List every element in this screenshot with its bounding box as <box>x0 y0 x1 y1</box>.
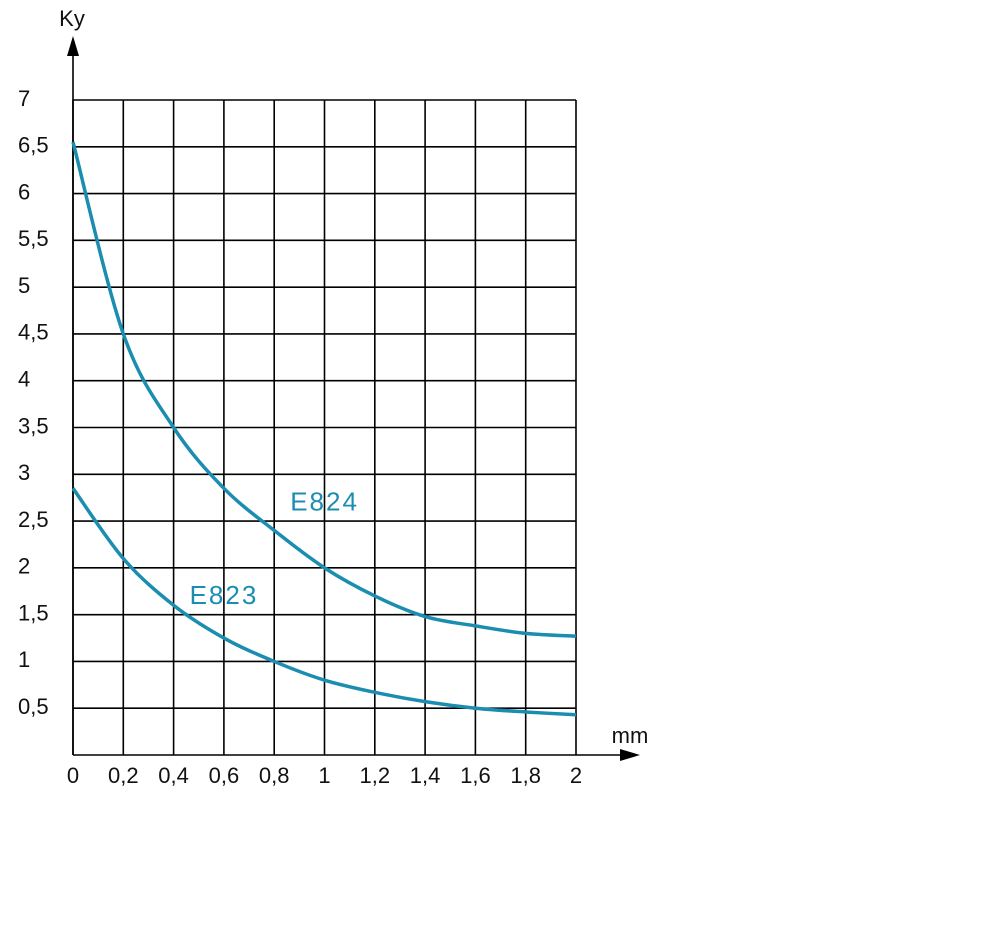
x-axis-label: mm <box>612 723 649 748</box>
x-tick-label: 2 <box>570 763 582 788</box>
x-tick-label: 0 <box>67 763 79 788</box>
y-tick-label: 6 <box>18 179 30 204</box>
series-label: E823 <box>190 580 259 610</box>
x-tick-label: 1,2 <box>360 763 391 788</box>
y-tick-label: 1 <box>18 647 30 672</box>
x-tick-label: 0,8 <box>259 763 290 788</box>
x-tick-label: 0,4 <box>158 763 189 788</box>
series-line <box>71 141 577 638</box>
x-tick-label: 0,6 <box>209 763 240 788</box>
x-arrow <box>620 749 640 761</box>
y-tick-label: 0,5 <box>18 694 49 719</box>
y-tick-label: 5,5 <box>18 226 49 251</box>
x-tick-label: 1,8 <box>510 763 541 788</box>
series-line <box>71 487 577 717</box>
y-tick-label: 3,5 <box>18 413 49 438</box>
x-tick-label: 0,2 <box>108 763 139 788</box>
y-axis-label: Ky <box>59 6 85 31</box>
y-tick-label: 6,5 <box>18 133 49 158</box>
y-tick-label: 5 <box>18 273 30 298</box>
y-tick-label: 7 <box>18 86 30 111</box>
series-label: E824 <box>290 486 359 516</box>
y-tick-label: 4,5 <box>18 320 49 345</box>
y-tick-label: 3 <box>18 460 30 485</box>
x-tick-label: 1 <box>318 763 330 788</box>
y-tick-label: 2 <box>18 554 30 579</box>
x-tick-label: 1,6 <box>460 763 491 788</box>
x-tick-label: 1,4 <box>410 763 441 788</box>
y-tick-label: 4 <box>18 367 30 392</box>
y-tick-label: 2,5 <box>18 507 49 532</box>
y-arrow <box>67 36 79 56</box>
y-tick-label: 1,5 <box>18 600 49 625</box>
